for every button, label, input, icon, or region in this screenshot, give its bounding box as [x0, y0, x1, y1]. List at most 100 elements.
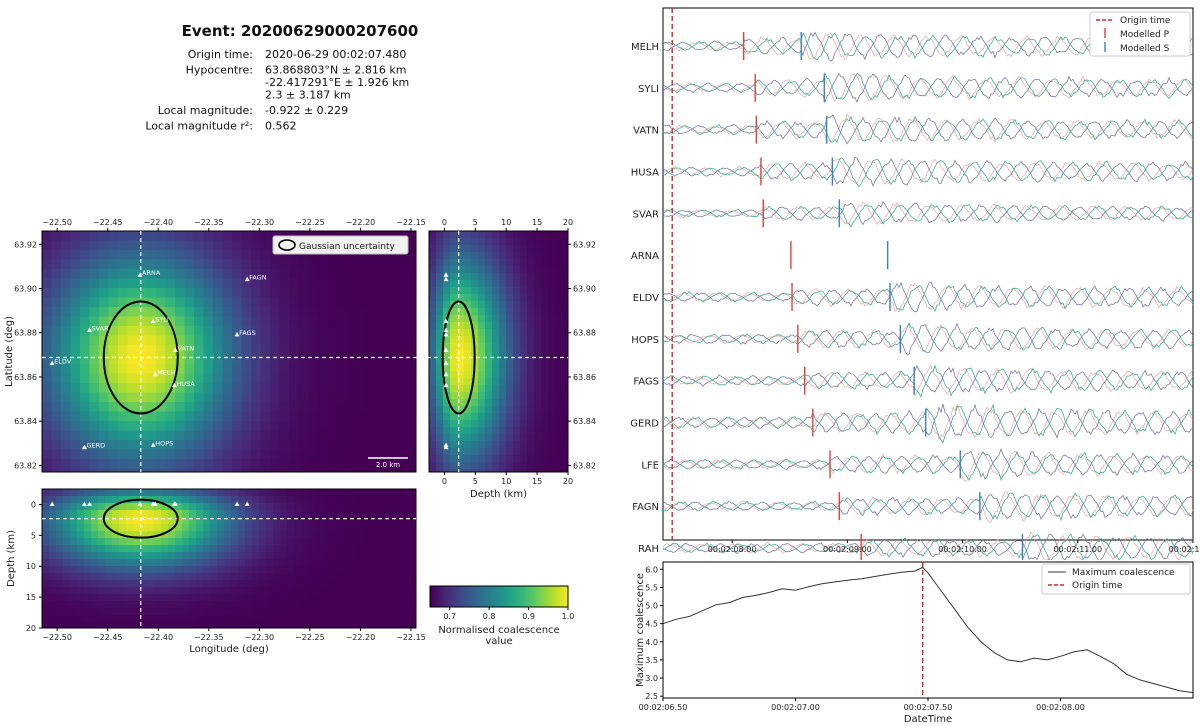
- heat-cell: [555, 301, 563, 309]
- heat-cell: [520, 350, 528, 358]
- heat-cell: [196, 601, 204, 609]
- heat-cell: [499, 357, 507, 365]
- heat-cell: [70, 587, 78, 595]
- x-tick-label: −22.45: [93, 218, 123, 227]
- heat-cell: [168, 580, 176, 588]
- heat-cell: [147, 489, 155, 497]
- heat-cell: [294, 545, 302, 553]
- heat-cell: [108, 297, 119, 308]
- heat-cell: [413, 496, 417, 504]
- heat-cell: [210, 601, 218, 609]
- heat-cell: [168, 615, 176, 623]
- heat-cell: [413, 622, 417, 629]
- heat-cell: [393, 449, 404, 460]
- heat-cell: [436, 406, 444, 414]
- heat-cell: [133, 608, 141, 616]
- heat-cell: [266, 545, 274, 553]
- y-tick-label: 3.0: [645, 674, 658, 683]
- heat-cell: [308, 421, 318, 431]
- heat-cell: [499, 469, 507, 473]
- heat-cell: [91, 503, 99, 511]
- colorbar-step: [480, 586, 483, 607]
- heat-cell: [471, 420, 479, 428]
- heat-cell: [443, 364, 451, 372]
- heat-cell: [317, 392, 328, 403]
- heat-cell: [260, 326, 271, 336]
- heat-cell: [322, 510, 330, 518]
- heat-cell: [429, 336, 437, 344]
- heat-cell: [450, 322, 458, 330]
- heat-cell: [485, 378, 493, 386]
- heat-cell: [322, 615, 330, 623]
- heat-cell: [562, 427, 569, 435]
- heat-cell: [457, 406, 465, 414]
- heat-cell: [555, 434, 563, 442]
- heat-cell: [105, 496, 113, 504]
- heat-cell: [403, 364, 413, 374]
- heat-cell: [51, 459, 62, 469]
- heat-cell: [210, 503, 218, 511]
- x-tick-label: −22.40: [143, 218, 173, 227]
- info-value: 0.562: [265, 120, 297, 133]
- heat-cell: [165, 335, 176, 346]
- info-label: Local magnitude r²:: [145, 120, 253, 133]
- heat-cell: [457, 385, 465, 393]
- heat-cell: [534, 280, 542, 288]
- heat-cell: [520, 385, 528, 393]
- heat-cell: [485, 420, 493, 428]
- station-marker: [150, 318, 156, 324]
- heat-cell: [251, 440, 261, 450]
- heat-cell: [165, 421, 176, 431]
- heat-cell: [413, 573, 417, 581]
- heat-cell: [355, 345, 366, 355]
- heat-cell: [298, 421, 309, 431]
- plan-heatmap: [42, 231, 417, 473]
- heat-cell: [327, 250, 337, 260]
- heat-cell: [279, 364, 290, 374]
- heat-cell: [499, 280, 507, 288]
- heat-cell: [232, 250, 242, 260]
- heat-cell: [51, 402, 62, 412]
- heat-cell: [399, 503, 407, 511]
- heat-cell: [457, 266, 465, 274]
- heat-cell: [232, 278, 242, 289]
- heat-cell: [429, 259, 437, 267]
- heat-cell: [231, 489, 239, 497]
- heat-cell: [457, 343, 465, 351]
- heat-cell: [133, 615, 141, 623]
- heat-cell: [89, 402, 100, 412]
- heat-cell: [252, 566, 260, 574]
- heat-cell: [98, 601, 106, 609]
- heat-cell: [506, 385, 514, 393]
- heat-cell: [464, 357, 472, 365]
- heat-cell: [56, 559, 64, 567]
- heat-cell: [355, 326, 366, 336]
- heat-cell: [534, 455, 542, 463]
- heat-cell: [499, 427, 507, 435]
- heat-cell: [350, 580, 358, 588]
- heat-cell: [210, 510, 218, 518]
- heat-cell: [534, 315, 542, 323]
- heat-cell: [513, 420, 521, 428]
- heat-cell: [91, 496, 99, 504]
- heat-cell: [506, 427, 514, 435]
- heat-cell: [485, 448, 493, 456]
- heat-cell: [231, 622, 239, 629]
- heat-cell: [77, 608, 85, 616]
- heat-cell: [308, 468, 318, 473]
- heat-cell: [355, 354, 366, 365]
- heat-cell: [450, 462, 458, 470]
- heat-cell: [273, 608, 281, 616]
- heat-cell: [520, 399, 528, 407]
- heat-cell: [287, 510, 295, 518]
- heat-cell: [443, 399, 451, 407]
- heat-cell: [184, 402, 195, 412]
- heat-cell: [346, 449, 356, 460]
- heat-cell: [84, 510, 92, 518]
- heat-cell: [364, 503, 372, 511]
- legend-label: Origin time: [1120, 16, 1171, 26]
- colorbar-step: [454, 586, 457, 607]
- heat-cell: [492, 420, 500, 428]
- x-tick-label: −22.50: [42, 633, 72, 642]
- heat-cell: [464, 441, 472, 449]
